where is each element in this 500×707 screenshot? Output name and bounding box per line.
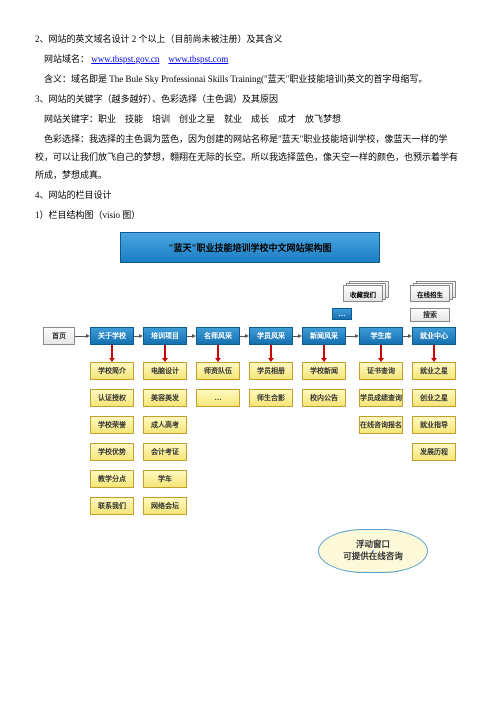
nav-4: 新闻风采 <box>302 327 346 345</box>
cloud-line1: 浮动窗口 <box>356 539 390 551</box>
col6-item2: 就业指导 <box>412 416 456 434</box>
link-com[interactable]: www.tbspst.com <box>168 54 228 64</box>
nav-1: 培训项目 <box>143 327 187 345</box>
col6-item3: 发展历程 <box>412 443 456 461</box>
nav-6: 就业中心 <box>412 327 456 345</box>
para-visio: 1）栏目结构图（visio 图） <box>35 206 465 224</box>
col5-item1: 学员成绩查询 <box>359 389 403 407</box>
nav-2: 名师风采 <box>196 327 240 345</box>
para-2: 2、网站的英文域名设计 2 个以上（目前尚未被注册）及其含义 <box>35 30 465 48</box>
nav-5: 学生库 <box>359 327 403 345</box>
para-3: 3、网站的关键字（越多越好）、色彩选择（主色调）及其原因 <box>35 90 465 108</box>
col1-item1: 美容美发 <box>143 389 187 407</box>
node-home: 首页 <box>43 327 75 345</box>
col5-item0: 证书查询 <box>359 362 403 380</box>
col2-item0: 师资队伍 <box>196 362 240 380</box>
col1-item0: 电脑设计 <box>143 362 187 380</box>
col0-item5: 联系我们 <box>90 497 134 515</box>
col5-item2: 在线咨询报名 <box>359 416 403 434</box>
para-color: 色彩选择：我选择的主色调为蓝色，因为创建的网站名称是"蓝天"职业技能培训学校，像… <box>35 130 465 184</box>
col6-item1: 创业之星 <box>412 389 456 407</box>
col3-item0: 学员相册 <box>249 362 293 380</box>
col0-item0: 学校简介 <box>90 362 134 380</box>
floating-window-cloud: 浮动窗口 可提供在线咨询 <box>318 529 428 573</box>
domain-label: 网站域名： <box>44 54 89 64</box>
col4-item0: 学校新闻 <box>302 362 346 380</box>
para-domain: 网站域名： www.tbspst.gov.cn www.tbspst.com <box>35 50 465 68</box>
col6-item0: 就业之星 <box>412 362 456 380</box>
col4-item1: 校内公告 <box>302 389 346 407</box>
col0-item1: 认证授权 <box>90 389 134 407</box>
col0-item2: 学校荣誉 <box>90 416 134 434</box>
col1-item4: 学车 <box>143 470 187 488</box>
link-gov[interactable]: www.tbspst.gov.cn <box>91 54 159 64</box>
node-dots: … <box>332 308 352 320</box>
nav-3: 学员风采 <box>249 327 293 345</box>
col1-item3: 会计考证 <box>143 443 187 461</box>
col1-item5: 网络会坛 <box>143 497 187 515</box>
stack-enroll: 在线招生 <box>410 285 456 307</box>
col2-item1: … <box>196 389 240 407</box>
col0-item3: 学校优势 <box>90 443 134 461</box>
nav-0: 关于学校 <box>90 327 134 345</box>
para-meaning: 含义：域名即是 The Bule Sky Professionai Skills… <box>35 70 465 88</box>
stack-favorite: 收藏我们 <box>343 285 389 307</box>
col3-item1: 师生合影 <box>249 389 293 407</box>
site-structure-diagram: "蓝天"职业技能培训学校中文网站架构图 收藏我们 在线招生 搜索 首页 … 浮动… <box>35 232 465 612</box>
cloud-line2: 可提供在线咨询 <box>343 551 403 563</box>
node-search: 搜索 <box>410 308 450 322</box>
col0-item4: 教学分点 <box>90 470 134 488</box>
para-keywords: 网站关键字：职业 技能 培训 创业之星 就业 成长 成才 放飞梦想 <box>35 110 465 128</box>
para-4: 4、网站的栏目设计 <box>35 186 465 204</box>
diagram-title: "蓝天"职业技能培训学校中文网站架构图 <box>120 232 380 263</box>
col1-item2: 成人高考 <box>143 416 187 434</box>
